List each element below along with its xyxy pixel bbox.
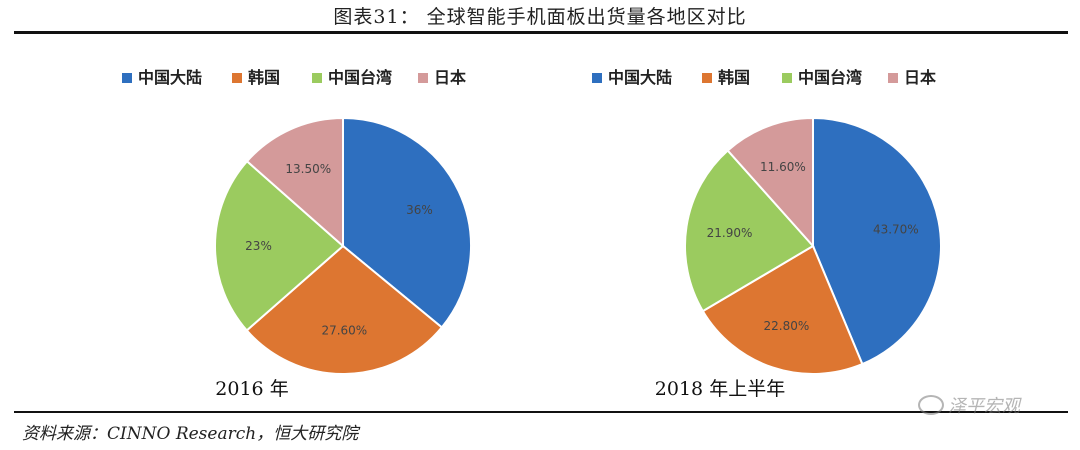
- pie-slice: [245, 244, 444, 375]
- legend-label: 中国台湾: [798, 68, 862, 87]
- legend-swatch: [312, 73, 322, 83]
- legend-swatch: [122, 73, 132, 83]
- pie-slice: [726, 116, 814, 249]
- legend-label: 中国大陆: [138, 68, 202, 87]
- slice-data-label: 21.90%: [707, 226, 753, 240]
- slice-data-label: 36%: [406, 203, 433, 217]
- legend-label: 韩国: [248, 68, 280, 87]
- pie-slice: [701, 244, 864, 375]
- pie-chart-2016: 中国大陆 韩国 中国台湾 日本 36% 27.60% 23% 13.50% 2016 年: [122, 68, 472, 400]
- legend-swatch: [592, 73, 602, 83]
- legend-swatch: [888, 73, 898, 83]
- figure-title: 图表31： 全球智能手机面板出货量各地区对比: [333, 6, 747, 28]
- top-rule: [14, 31, 1068, 34]
- legend-item: 韩国: [702, 68, 750, 87]
- slice-data-label: 11.60%: [760, 160, 806, 174]
- source-note: 资料来源：CINNO Research，恒大研究院: [22, 424, 359, 444]
- pie-slice: [812, 116, 942, 366]
- legend-swatch: [782, 73, 792, 83]
- watermark: 泽平宏观: [918, 392, 1020, 418]
- slice-data-label: 23%: [245, 239, 272, 253]
- slice-data-label: 13.50%: [285, 162, 331, 176]
- legend-swatch: [232, 73, 242, 83]
- wechat-icon: [918, 395, 944, 415]
- legend-label: 中国台湾: [328, 68, 392, 87]
- bottom-rule: [14, 411, 1068, 413]
- legend-label: 中国大陆: [608, 68, 672, 87]
- legend-item: 日本: [418, 68, 466, 87]
- pie-chart-2018h1: 中国大陆 韩国 中国台湾 日本 43.70% 22.80% 21.90% 11.60% 2018…: [592, 68, 942, 400]
- legend-swatch: [418, 73, 428, 83]
- chart-title: 2018 年上半年: [655, 378, 785, 400]
- legend-label: 韩国: [718, 68, 750, 87]
- legend-item: 中国大陆: [592, 68, 672, 87]
- slice-data-label: 22.80%: [764, 319, 810, 333]
- pie-slice: [245, 116, 344, 249]
- chart-title: 2016 年: [215, 378, 288, 400]
- slice-data-label: 43.70%: [873, 222, 919, 236]
- legend-label: 日本: [434, 68, 466, 87]
- legend-item: 中国台湾: [312, 68, 392, 87]
- legend-item: 中国大陆: [122, 68, 202, 87]
- slice-data-label: 27.60%: [321, 323, 367, 337]
- legend-swatch: [702, 73, 712, 83]
- legend-item: 韩国: [232, 68, 280, 87]
- pie-slice: [214, 159, 345, 332]
- legend-item: 中国台湾: [782, 68, 862, 87]
- pie-slice: [684, 149, 815, 313]
- watermark-text: 泽平宏观: [948, 396, 1020, 417]
- legend-label: 日本: [904, 68, 936, 87]
- pie-slice: [342, 116, 472, 329]
- legend-item: 日本: [888, 68, 936, 87]
